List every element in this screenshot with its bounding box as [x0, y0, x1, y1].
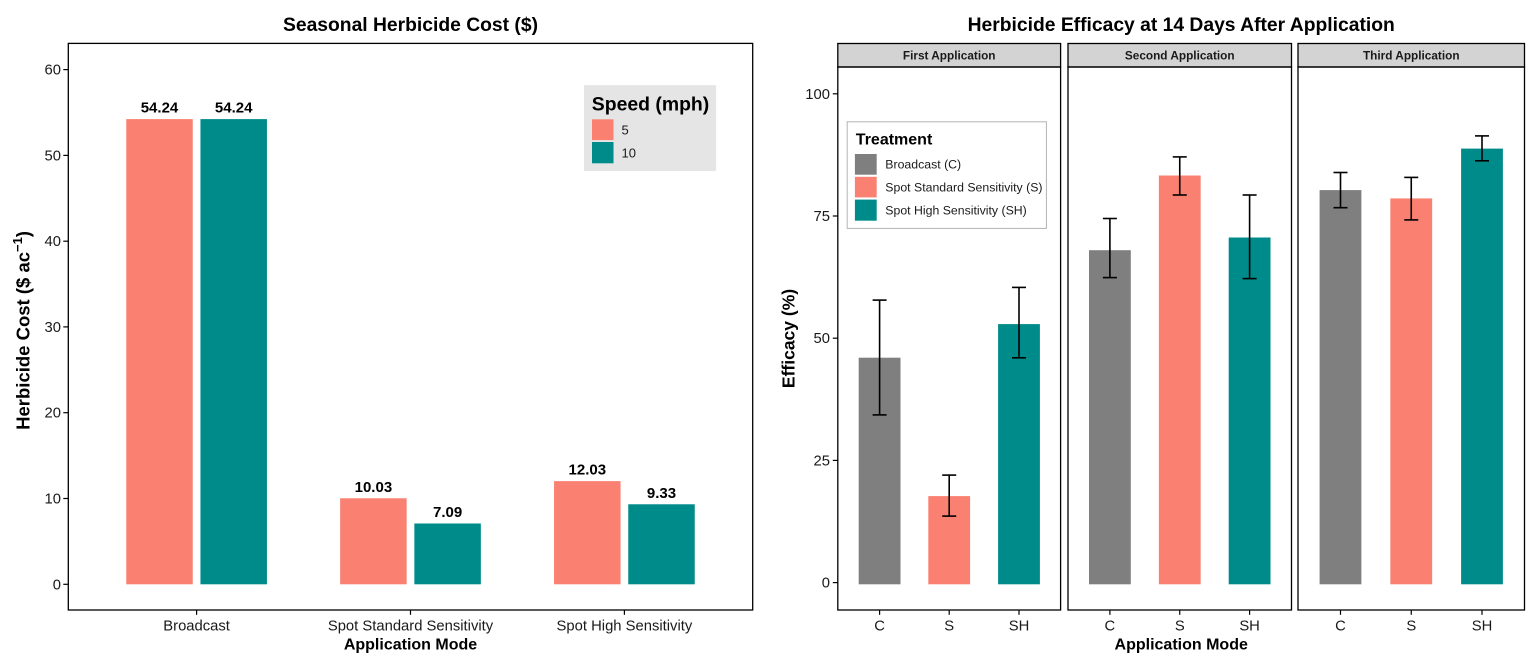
svg-text:Third Application: Third Application [1363, 48, 1460, 62]
svg-text:Efficacy (%): Efficacy (%) [779, 289, 799, 388]
svg-text:S: S [944, 619, 954, 635]
svg-text:First Application: First Application [903, 48, 996, 62]
svg-text:25: 25 [814, 453, 830, 469]
svg-text:Herbicide Efficacy at 14 Days: Herbicide Efficacy at 14 Days After Appl… [968, 15, 1395, 36]
svg-text:30: 30 [45, 320, 61, 336]
svg-text:Broadcast: Broadcast [163, 619, 230, 635]
svg-text:9.33: 9.33 [647, 485, 676, 502]
svg-text:12.03: 12.03 [569, 462, 607, 479]
svg-text:0: 0 [822, 576, 830, 592]
svg-text:Spot High Sensitivity (SH): Spot High Sensitivity (SH) [885, 203, 1026, 217]
svg-text:S: S [1406, 619, 1416, 635]
svg-text:40: 40 [45, 234, 61, 250]
svg-text:10.03: 10.03 [355, 479, 393, 496]
svg-text:SH: SH [1009, 619, 1030, 635]
svg-text:Application Mode: Application Mode [344, 637, 477, 654]
svg-text:Speed (mph): Speed (mph) [592, 93, 709, 115]
svg-text:Spot Standard Sensitivity: Spot Standard Sensitivity [328, 619, 494, 635]
svg-text:20: 20 [45, 406, 61, 422]
svg-text:C: C [874, 619, 885, 635]
svg-text:Broadcast (C): Broadcast (C) [885, 158, 961, 172]
svg-text:60: 60 [45, 63, 61, 79]
svg-text:Application Mode: Application Mode [1115, 637, 1248, 654]
svg-text:C: C [1105, 619, 1116, 635]
svg-text:S: S [1175, 619, 1185, 635]
svg-text:0: 0 [53, 577, 61, 593]
svg-text:Seasonal Herbicide Cost ($): Seasonal Herbicide Cost ($) [283, 15, 538, 36]
svg-text:Second Application: Second Application [1125, 48, 1235, 62]
svg-text:Treatment: Treatment [856, 132, 933, 149]
svg-text:Spot Standard Sensitivity (S): Spot Standard Sensitivity (S) [885, 180, 1042, 194]
svg-text:10: 10 [622, 145, 636, 160]
svg-text:54.24: 54.24 [215, 100, 253, 117]
svg-text:C: C [1335, 619, 1346, 635]
svg-text:50: 50 [45, 148, 61, 164]
svg-text:7.09: 7.09 [433, 504, 462, 521]
svg-text:SH: SH [1239, 619, 1260, 635]
svg-text:10: 10 [45, 492, 61, 508]
svg-text:5: 5 [622, 122, 629, 137]
svg-text:SH: SH [1472, 619, 1493, 635]
svg-text:Spot High Sensitivity: Spot High Sensitivity [557, 619, 693, 635]
svg-text:75: 75 [814, 209, 830, 225]
svg-text:100: 100 [805, 87, 830, 103]
svg-text:50: 50 [814, 331, 830, 347]
svg-text:Herbicide Cost ($ ac−1): Herbicide Cost ($ ac−1) [10, 231, 34, 430]
svg-text:54.24: 54.24 [141, 100, 179, 117]
